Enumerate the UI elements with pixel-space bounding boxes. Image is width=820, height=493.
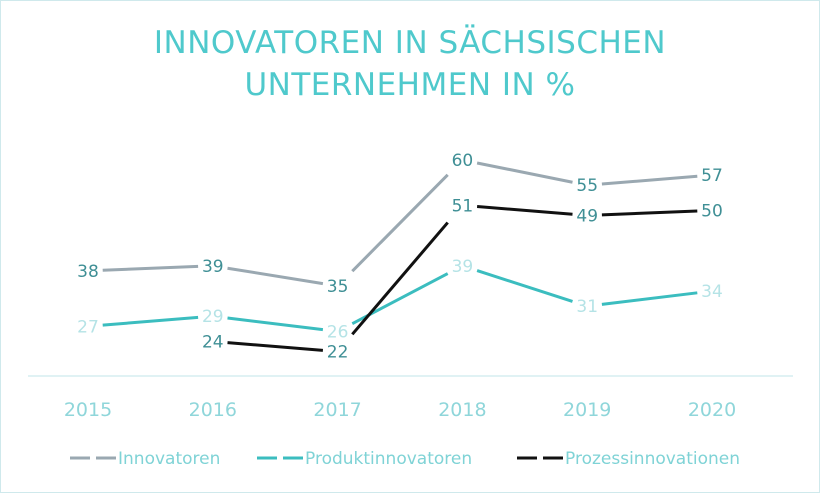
- data-label-innovatoren: 35: [327, 277, 349, 297]
- series-line-prozessinnovationen: [227, 341, 324, 352]
- series-line-prozessinnovationen: [351, 221, 449, 336]
- data-label-prozessinnovationen: 24: [202, 332, 224, 352]
- data-label-prozessinnovationen: 22: [327, 343, 349, 363]
- data-label-prozessinnovationen: 51: [452, 196, 474, 216]
- x-tick-label: 2018: [438, 399, 486, 421]
- x-tick-label: 2015: [64, 399, 112, 421]
- data-label-innovatoren: 55: [576, 176, 598, 196]
- data-label-produktinnovatoren: 27: [77, 317, 99, 337]
- legend-label-produktinnovatoren: Produktinnovatoren: [305, 449, 472, 469]
- legend-label-innovatoren: Innovatoren: [118, 449, 220, 469]
- x-tick-label: 2019: [563, 399, 611, 421]
- series-line-produktinnovatoren: [476, 269, 573, 303]
- chart-title-line-1: INNOVATOREN IN SÄCHSISCHEN: [153, 25, 667, 61]
- data-label-produktinnovatoren: 31: [576, 297, 598, 317]
- data-label-produktinnovatoren: 39: [452, 257, 474, 277]
- x-tick-label: 2016: [189, 399, 237, 421]
- series-line-innovatoren: [351, 173, 449, 273]
- series-line-innovatoren: [227, 266, 324, 286]
- data-label-produktinnovatoren: 29: [202, 307, 224, 327]
- data-label-prozessinnovationen: 50: [701, 201, 723, 221]
- x-tick-labels: 2015 2016 2017 2018 2019 2020: [64, 399, 736, 421]
- data-label-produktinnovatoren: 34: [701, 282, 723, 302]
- chart-title-line-2: UNTERNEHMEN IN %: [244, 67, 576, 103]
- series-line-produktinnovatoren: [102, 315, 199, 327]
- series-line-innovatoren: [476, 161, 573, 184]
- series-line-prozessinnovationen: [476, 205, 573, 216]
- data-labels: 38 39 35 60 55 57 27 29 26 39 31 34 24 22 51 49 50: [77, 151, 723, 363]
- x-tick-label: 2017: [313, 399, 361, 421]
- x-tick-label: 2020: [688, 399, 736, 421]
- series-line-produktinnovatoren: [601, 291, 698, 306]
- series-line-prozessinnovationen: [601, 209, 698, 217]
- data-label-innovatoren: 57: [701, 166, 723, 186]
- chart-title: INNOVATOREN IN SÄCHSISCHEN UNTERNEHMEN I…: [0, 22, 820, 106]
- data-label-prozessinnovationen: 49: [576, 206, 598, 226]
- series-lines: [102, 161, 698, 352]
- legend-label-prozessinnovationen: Prozessinnovationen: [565, 449, 740, 469]
- data-label-innovatoren: 38: [77, 262, 99, 282]
- data-label-innovatoren: 60: [452, 151, 474, 171]
- data-label-innovatoren: 39: [202, 257, 224, 277]
- legend: Innovatoren Produktinnovatoren Prozessinno…: [70, 449, 740, 469]
- data-label-produktinnovatoren: 26: [327, 322, 349, 342]
- series-line-innovatoren: [102, 264, 199, 272]
- series-line-innovatoren: [601, 174, 698, 186]
- series-line-produktinnovatoren: [227, 316, 324, 332]
